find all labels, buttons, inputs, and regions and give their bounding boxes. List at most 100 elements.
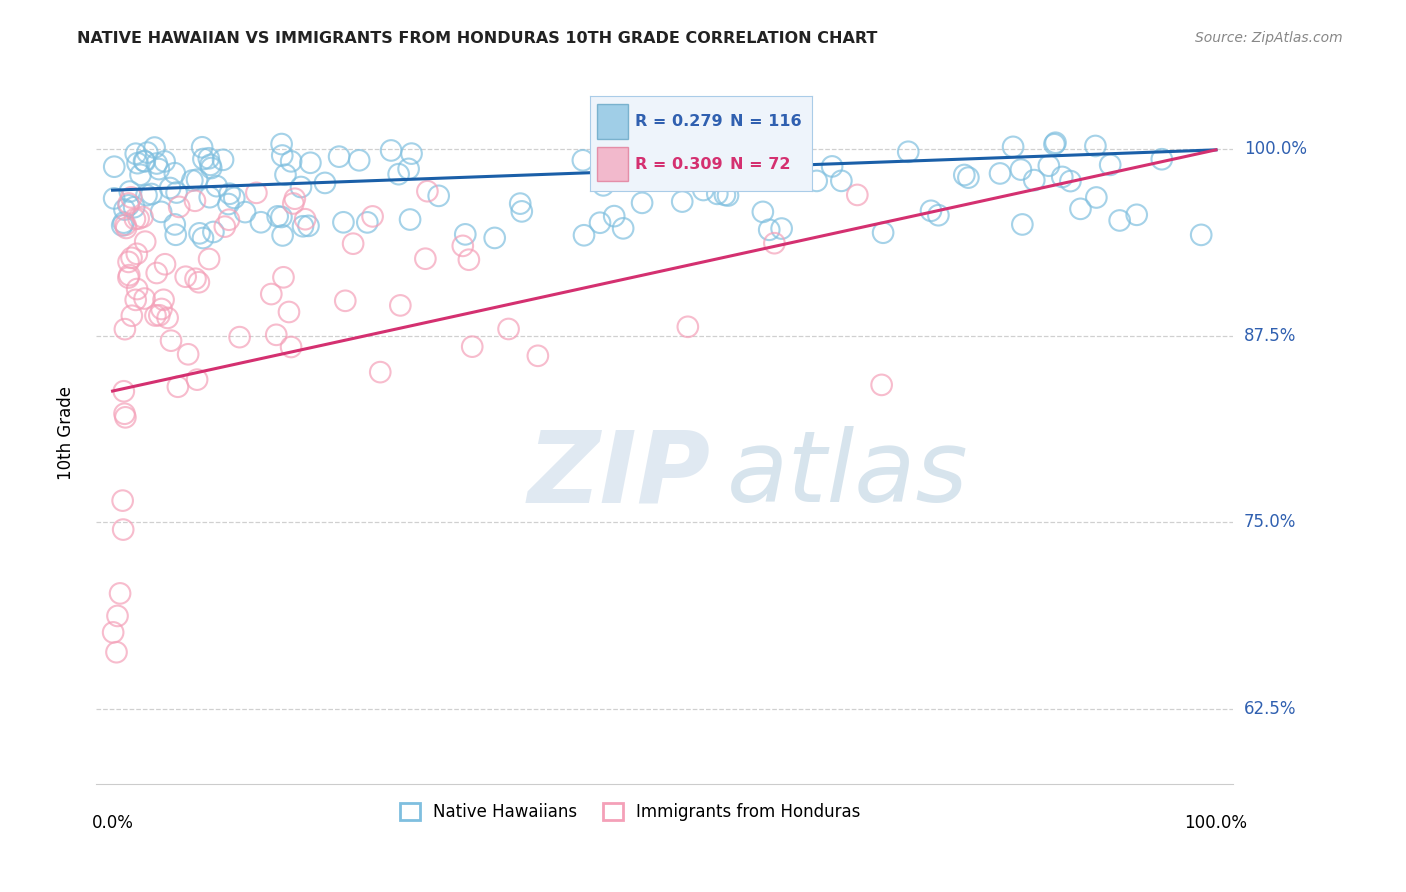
Point xyxy=(145,309,167,323)
Point xyxy=(121,309,143,323)
Point xyxy=(260,287,283,301)
Point xyxy=(266,210,288,224)
Point xyxy=(184,272,207,286)
Point xyxy=(167,200,190,214)
Point xyxy=(347,153,370,168)
Point xyxy=(415,252,437,266)
Point xyxy=(314,176,336,190)
Point xyxy=(401,146,423,161)
Point xyxy=(191,140,214,154)
Text: 87.5%: 87.5% xyxy=(1244,326,1296,345)
Point xyxy=(103,191,125,205)
Point xyxy=(191,231,214,245)
Point xyxy=(1189,227,1212,242)
Point xyxy=(368,365,391,379)
Point xyxy=(135,188,157,202)
Point xyxy=(127,156,149,170)
Point xyxy=(1002,140,1025,154)
Point xyxy=(897,145,920,159)
Point xyxy=(101,625,124,640)
Point xyxy=(125,247,148,261)
Point xyxy=(1069,202,1091,216)
Point xyxy=(872,226,894,240)
Point xyxy=(779,165,801,179)
Point xyxy=(1011,218,1033,232)
Point xyxy=(114,407,136,421)
Point xyxy=(197,151,219,165)
Point xyxy=(124,212,146,227)
Point xyxy=(361,210,384,224)
Point xyxy=(270,136,292,151)
Point xyxy=(214,219,236,234)
Legend: Native Hawaiians, Immigrants from Honduras: Native Hawaiians, Immigrants from Hondur… xyxy=(394,797,868,828)
Point xyxy=(752,205,775,219)
Point xyxy=(148,308,170,322)
Point xyxy=(572,228,595,243)
Point xyxy=(676,319,699,334)
Point xyxy=(233,205,256,219)
Point xyxy=(631,195,654,210)
Point xyxy=(271,148,294,162)
Point xyxy=(134,235,156,249)
Point xyxy=(451,239,474,253)
Point xyxy=(122,200,145,214)
Point xyxy=(156,310,179,325)
Point xyxy=(160,334,183,348)
Point xyxy=(728,169,751,183)
Text: 75.0%: 75.0% xyxy=(1244,514,1296,532)
Point xyxy=(927,208,949,222)
Point xyxy=(165,227,187,242)
Point xyxy=(125,146,148,161)
Point xyxy=(821,160,844,174)
Point xyxy=(245,186,267,200)
Point xyxy=(121,251,143,265)
Point xyxy=(283,196,305,211)
Point xyxy=(114,218,136,232)
Point xyxy=(174,269,197,284)
Point xyxy=(612,221,634,235)
Point xyxy=(1043,137,1066,152)
Point xyxy=(510,204,533,219)
Point xyxy=(498,322,520,336)
Point xyxy=(163,166,186,180)
Point xyxy=(398,161,420,176)
Point xyxy=(217,197,239,211)
Point xyxy=(145,156,167,170)
Point xyxy=(153,257,176,271)
Point xyxy=(118,268,141,282)
Point xyxy=(328,150,350,164)
Point xyxy=(758,223,780,237)
Point xyxy=(127,282,149,296)
Point xyxy=(111,219,134,233)
Point xyxy=(846,188,869,202)
Point xyxy=(205,179,228,194)
Text: 0.0%: 0.0% xyxy=(91,814,134,832)
Point xyxy=(920,203,942,218)
Point xyxy=(870,377,893,392)
Point xyxy=(218,212,240,227)
Point xyxy=(278,305,301,319)
Point xyxy=(114,410,136,425)
Point xyxy=(388,167,411,181)
Point xyxy=(118,196,141,211)
Point xyxy=(603,209,626,223)
Point xyxy=(627,142,650,156)
Point xyxy=(200,161,222,175)
Point xyxy=(290,180,312,194)
Point xyxy=(150,205,173,219)
Point xyxy=(131,210,153,224)
Point xyxy=(271,228,294,243)
Point xyxy=(335,293,357,308)
Point xyxy=(152,293,174,307)
Point xyxy=(159,181,181,195)
Point xyxy=(1150,153,1173,167)
Point xyxy=(228,330,250,344)
Point xyxy=(297,219,319,233)
Point xyxy=(714,188,737,202)
Point xyxy=(148,162,170,177)
Point xyxy=(186,373,208,387)
Point xyxy=(270,210,292,224)
Point xyxy=(389,298,412,312)
Point xyxy=(957,170,980,185)
Point xyxy=(108,586,131,600)
